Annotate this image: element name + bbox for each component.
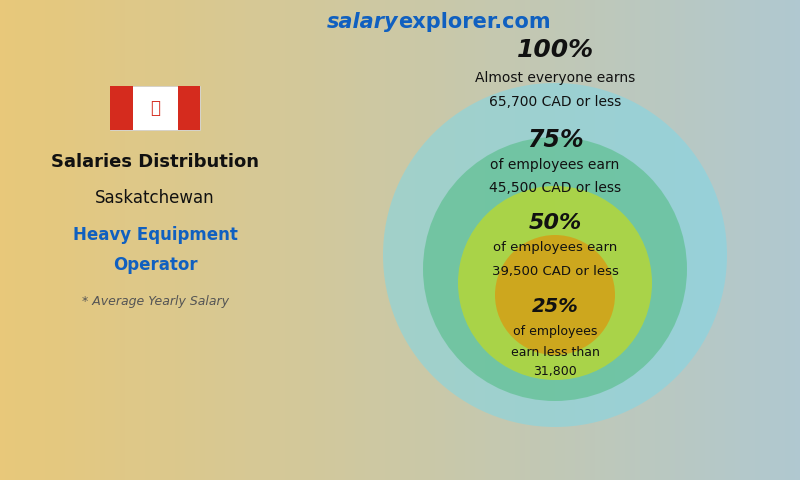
Circle shape [383,83,727,427]
Text: 25%: 25% [532,298,578,316]
Text: 🍁: 🍁 [150,99,160,117]
Circle shape [458,186,652,380]
Text: 100%: 100% [517,38,594,62]
Text: 65,700 CAD or less: 65,700 CAD or less [489,95,621,109]
FancyBboxPatch shape [110,86,200,130]
Text: 50%: 50% [528,213,582,233]
Text: earn less than: earn less than [510,346,599,359]
Text: 45,500 CAD or less: 45,500 CAD or less [489,181,621,195]
Text: of employees earn: of employees earn [490,158,620,172]
Circle shape [423,137,687,401]
Text: Heavy Equipment: Heavy Equipment [73,226,238,244]
Text: Operator: Operator [113,256,198,274]
Text: explorer.com: explorer.com [398,12,550,32]
Text: Almost everyone earns: Almost everyone earns [475,71,635,85]
Text: Salaries Distribution: Salaries Distribution [51,153,259,171]
FancyBboxPatch shape [110,86,133,130]
Text: * Average Yearly Salary: * Average Yearly Salary [82,296,229,309]
Text: of employees: of employees [513,325,597,338]
FancyBboxPatch shape [178,86,200,130]
Text: salary: salary [326,12,398,32]
Circle shape [495,235,615,355]
Text: 31,800: 31,800 [533,365,577,379]
Text: 39,500 CAD or less: 39,500 CAD or less [491,264,618,277]
Text: 75%: 75% [526,128,583,152]
Text: Saskatchewan: Saskatchewan [95,189,215,207]
Text: of employees earn: of employees earn [493,240,617,253]
